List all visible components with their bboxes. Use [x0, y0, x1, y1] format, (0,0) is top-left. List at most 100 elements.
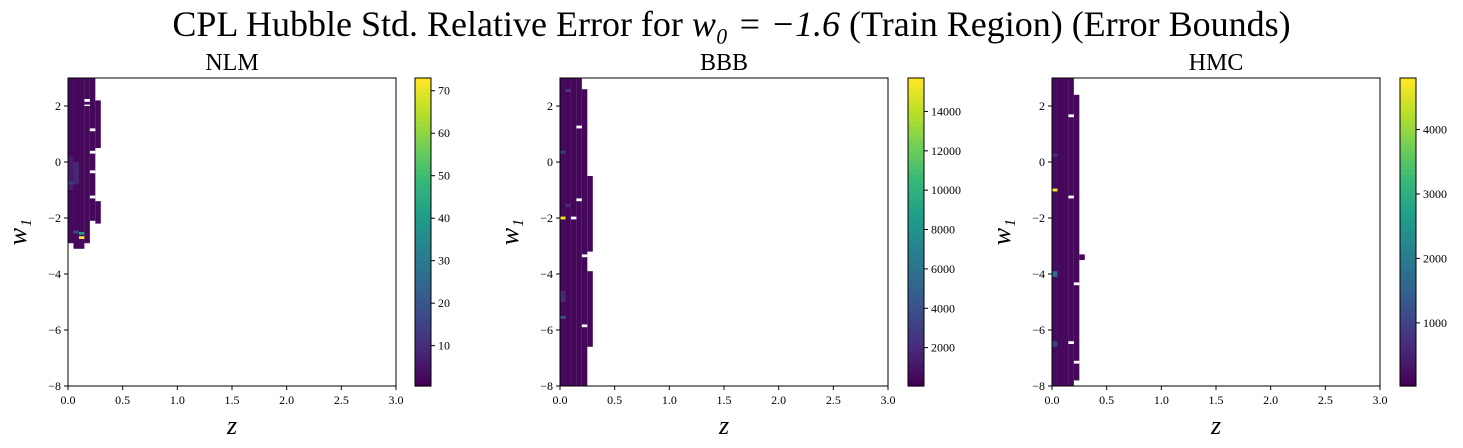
- colorbar-segment: [1400, 323, 1416, 329]
- heatmap-cell: [576, 78, 582, 386]
- colorbar-segment: [415, 280, 431, 286]
- colorbar-segment: [908, 227, 924, 233]
- colorbar-frame: [907, 77, 925, 387]
- heatmap-gap: [1068, 341, 1074, 344]
- colorbar-tick-label: 3000: [1423, 187, 1447, 201]
- colorbar-segment: [415, 159, 431, 166]
- heatmap-cell: [560, 316, 566, 319]
- colorbar-tick-label: 50: [438, 169, 450, 183]
- heatmap-gap: [1068, 195, 1074, 199]
- colorbar-segment: [908, 294, 924, 300]
- colorbar-segment: [1400, 212, 1416, 219]
- colorbar-tick-label: 4000: [1423, 123, 1447, 137]
- colorbar-segment: [908, 164, 924, 171]
- colorbar-segment: [1400, 140, 1416, 146]
- colorbar-tick-label: 12000: [931, 144, 961, 158]
- heatmap-cell: [560, 150, 566, 154]
- colorbar-segment: [908, 323, 924, 329]
- x-tick-label: 0.5: [115, 393, 130, 407]
- colorbar-segment: [415, 169, 431, 175]
- colorbar-segment: [415, 256, 431, 262]
- colorbar-segment: [415, 92, 431, 98]
- colorbar-segment: [908, 256, 924, 262]
- colorbar-segment: [908, 318, 924, 325]
- colorbar-segment: [415, 145, 431, 151]
- colorbar-tick-label: 2000: [1423, 251, 1447, 265]
- colorbar-segment: [908, 381, 924, 387]
- colorbar-segment: [908, 309, 924, 315]
- heatmap-cell: [1052, 188, 1058, 192]
- colorbar-segment: [1400, 304, 1416, 310]
- colorbar-frame: [414, 77, 432, 387]
- colorbar-segment: [908, 150, 924, 156]
- colorbar-segment: [1400, 337, 1416, 344]
- colorbar-segment: [908, 135, 924, 142]
- colorbar-segment: [908, 260, 924, 267]
- colorbar-segment: [908, 376, 924, 382]
- colorbar-segment: [1400, 135, 1416, 142]
- heatmap-gap: [576, 125, 582, 129]
- colorbar-segment: [1400, 227, 1416, 233]
- heatmap-cell: [560, 290, 566, 302]
- colorbar-segment: [415, 111, 431, 118]
- colorbar-segment: [908, 357, 924, 363]
- colorbar-segment: [908, 337, 924, 344]
- colorbar-segment: [908, 366, 924, 373]
- colorbar-segment: [1400, 270, 1416, 276]
- colorbar-segment: [908, 207, 924, 214]
- heatmap-cell: [73, 230, 79, 234]
- colorbar-segment: [908, 203, 924, 209]
- y-tick-label: −6: [1032, 323, 1045, 337]
- colorbar-segment: [1400, 347, 1416, 353]
- colorbar-segment: [1400, 241, 1416, 248]
- colorbar-segment: [908, 169, 924, 175]
- colorbar-frame: [1399, 77, 1417, 387]
- colorbar-segment: [908, 217, 924, 223]
- colorbar-segment: [1400, 217, 1416, 223]
- figure-title: CPL Hubble Std. Relative Error for w₀ = …: [0, 2, 1463, 46]
- heatmap-gap: [84, 99, 90, 102]
- colorbar-segment: [1400, 121, 1416, 127]
- heatmap-cell: [565, 204, 571, 207]
- colorbar-segment: [1400, 265, 1416, 272]
- colorbar-segment: [1400, 207, 1416, 214]
- heatmap-cell: [1079, 254, 1085, 260]
- x-tick-label: 1.0: [1154, 393, 1169, 407]
- colorbar-segment: [1400, 82, 1416, 89]
- heatmap-cell: [1057, 78, 1069, 386]
- colorbar-segment: [415, 284, 431, 291]
- colorbar-segment: [908, 82, 924, 89]
- colorbar-segment: [415, 87, 431, 94]
- colorbar-segment: [415, 126, 431, 132]
- colorbar-segment: [415, 342, 431, 349]
- colorbar-segment: [1400, 376, 1416, 382]
- heatmap-cell: [581, 89, 588, 386]
- heatmap-gap: [89, 128, 96, 132]
- heatmap-cell: [95, 201, 101, 224]
- heatmap-gap: [576, 198, 582, 202]
- colorbar-segment: [1400, 116, 1416, 122]
- colorbar-segment: [415, 241, 431, 248]
- colorbar-segment: [908, 193, 924, 199]
- colorbar-segment: [1400, 106, 1416, 113]
- colorbar-segment: [1400, 155, 1416, 161]
- colorbar-segment: [1400, 352, 1416, 358]
- colorbar-segment: [908, 313, 924, 320]
- colorbar-segment: [908, 251, 924, 257]
- x-axis-label: z: [1210, 411, 1221, 440]
- colorbar-segment: [415, 78, 431, 84]
- colorbar-segment: [908, 352, 924, 358]
- colorbar-segment: [415, 179, 431, 185]
- colorbar-segment: [1400, 130, 1416, 137]
- heatmap-cell: [1068, 78, 1074, 386]
- colorbar-segment: [415, 198, 431, 204]
- colorbar-segment: [908, 289, 924, 296]
- colorbar-segment: [1400, 232, 1416, 238]
- colorbar-segment: [908, 92, 924, 98]
- x-tick-label: 2.0: [771, 393, 786, 407]
- colorbar-segment: [1400, 328, 1416, 334]
- colorbar-segment: [908, 145, 924, 151]
- colorbar: 1000 2000 3000 4000: [1399, 77, 1447, 387]
- y-tick-label: 2: [55, 99, 61, 113]
- x-tick-label: 0.0: [553, 393, 568, 407]
